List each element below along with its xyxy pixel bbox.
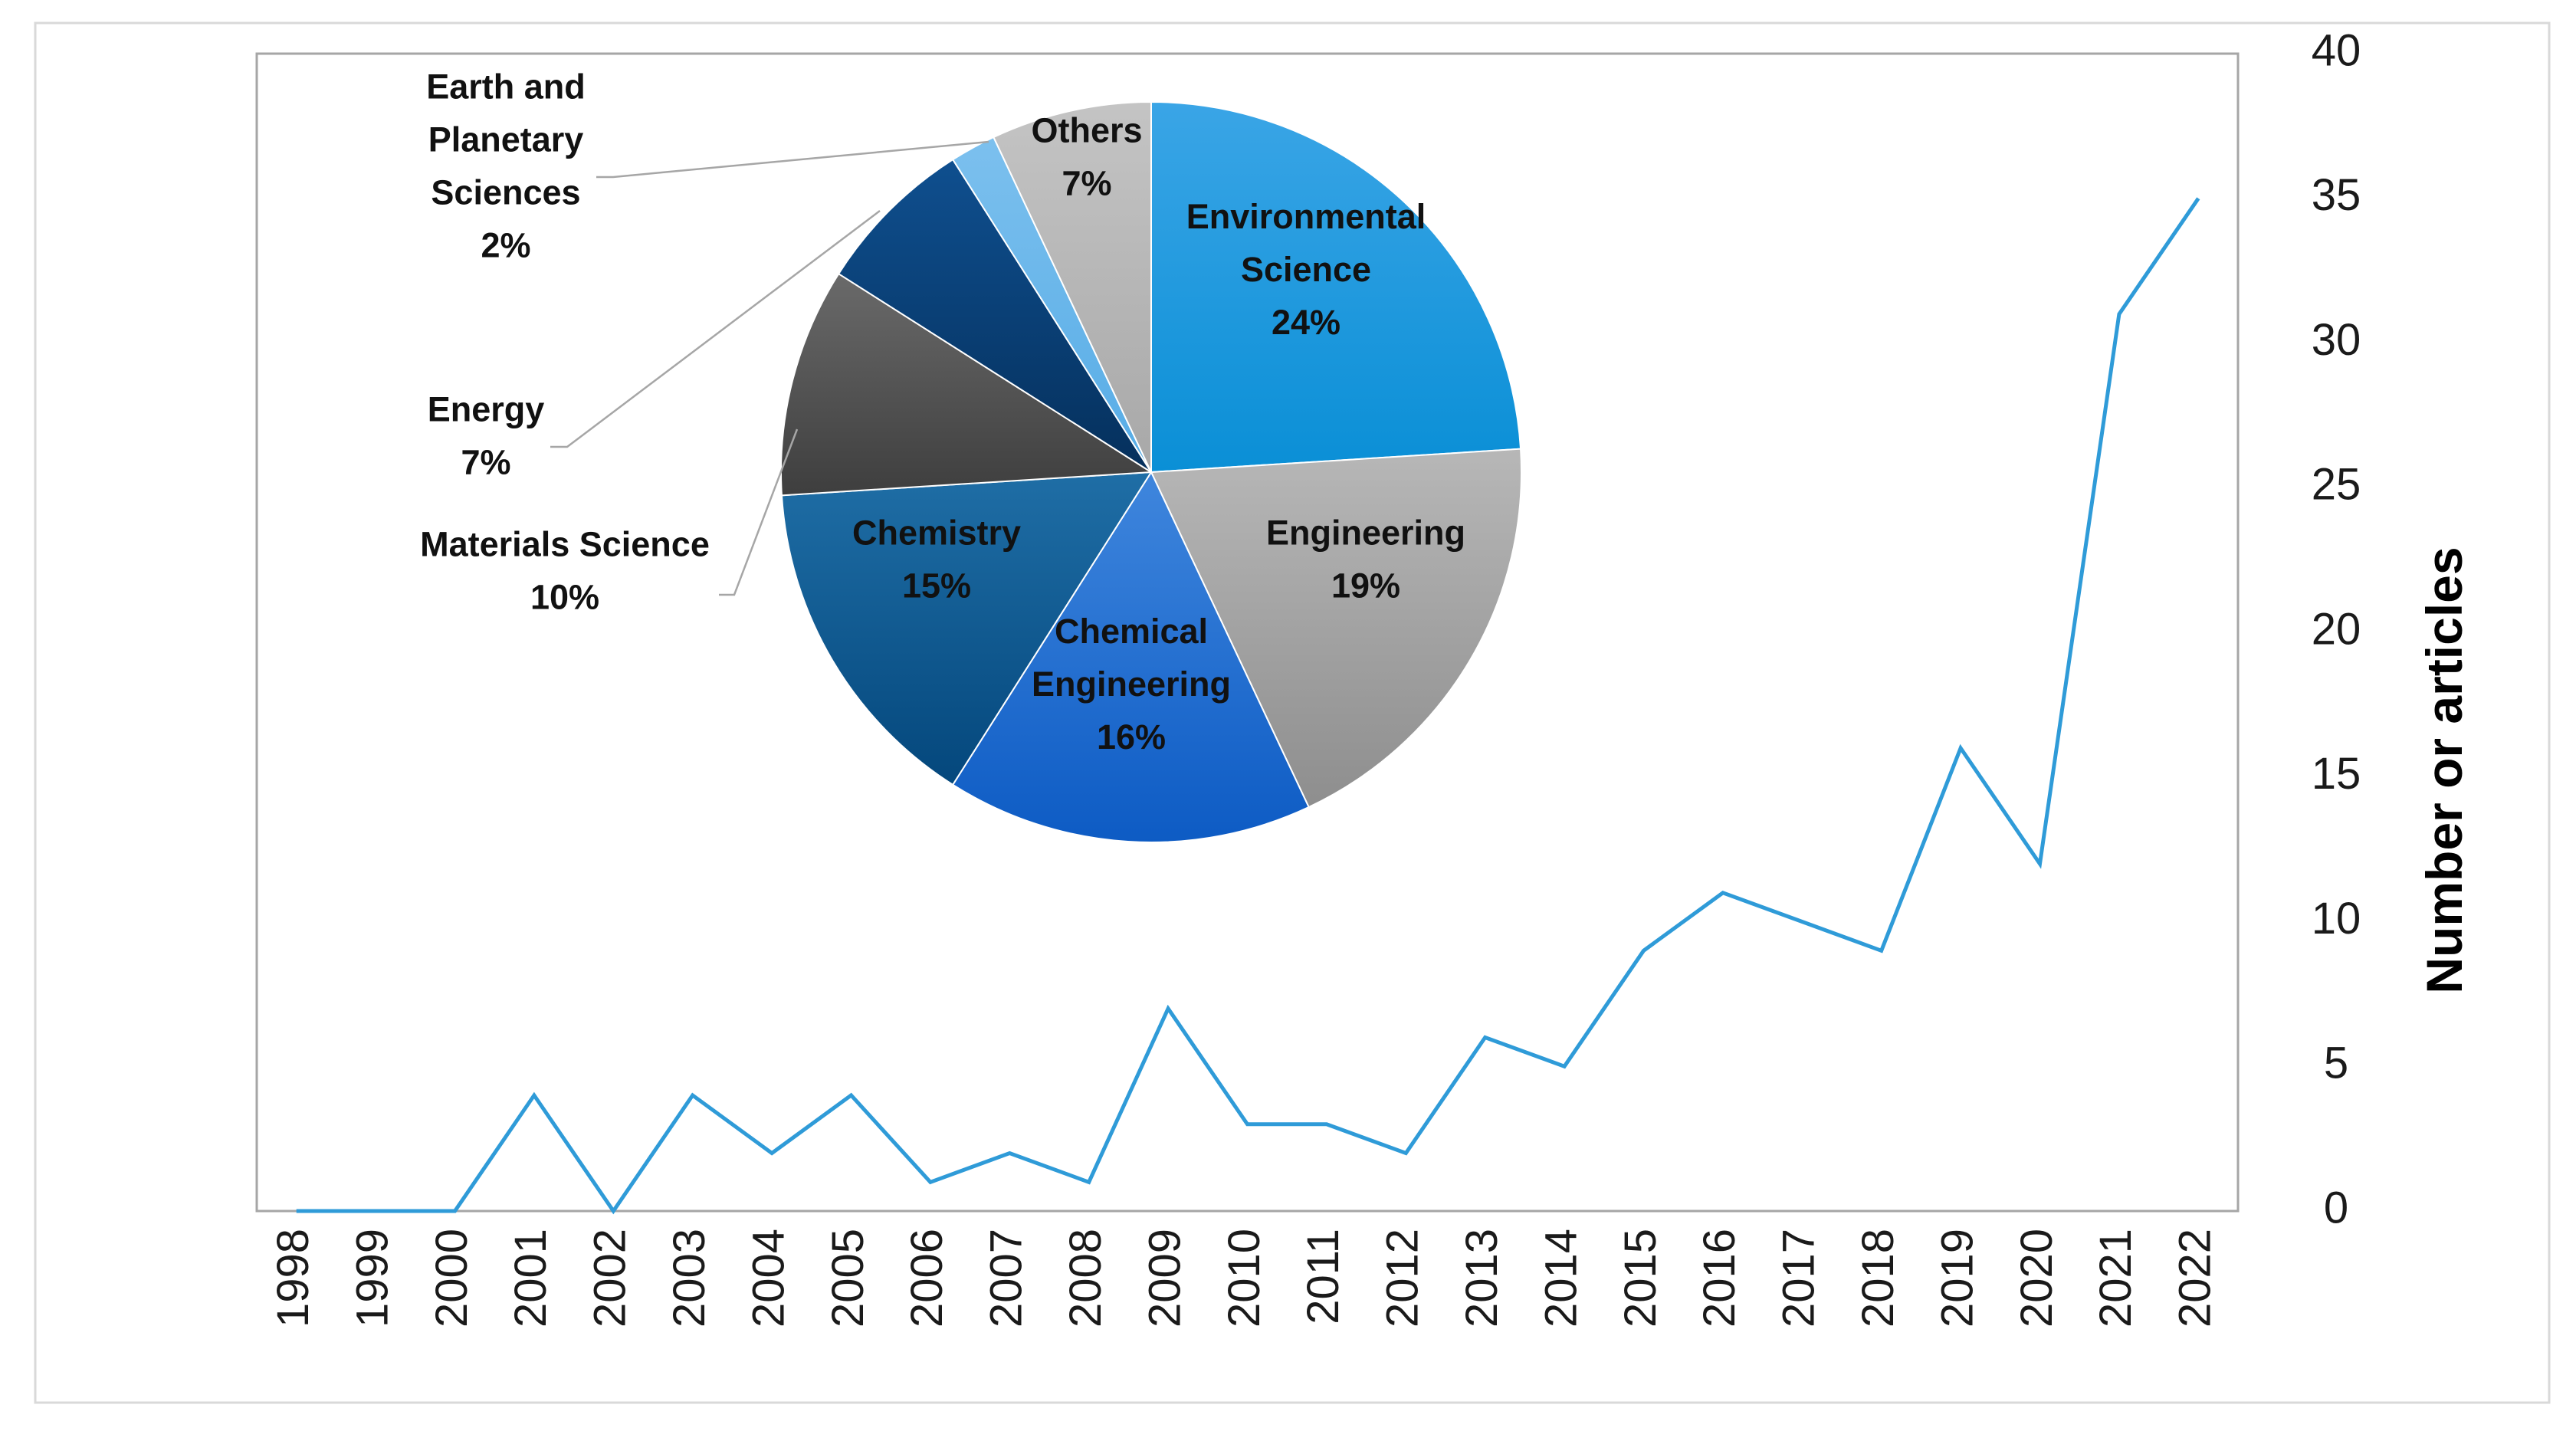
x-axis-tick-labels: 1998 1999 2000 2001 2002 2003 2004 2005 2006 2007… [268, 1229, 2220, 1328]
pie-slice [780, 272, 1154, 497]
plot-area-border [255, 52, 2240, 1213]
pie-chart: Environmental Science 24% Engineering 19% Che… [420, 67, 1522, 843]
pie-slice-label: Chemistry 15% [852, 513, 1021, 605]
y-tick-label: 5 [2324, 1039, 2348, 1088]
x-tick-label: 1999 [347, 1229, 397, 1328]
x-tick-label: 2020 [2012, 1229, 2062, 1328]
pie-slice [837, 158, 1152, 473]
pie-slice [993, 100, 1152, 473]
pie-slice-label: Engineering 19% [1266, 513, 1465, 605]
pie-slice-label: Chemical Engineering 16% [1032, 612, 1231, 757]
x-tick-label: 2010 [1219, 1229, 1269, 1328]
x-tick-label: 2008 [1061, 1229, 1111, 1328]
line-chart [296, 197, 2200, 1215]
y-tick-label: 15 [2312, 749, 2361, 799]
pie-slice-label: Environmental Science 24% [1186, 197, 1426, 342]
x-tick-label: 2007 [982, 1229, 1032, 1328]
x-tick-label: 2009 [1140, 1229, 1190, 1328]
y-axis-label: Number or articles [2416, 546, 2473, 993]
y-tick-label: 40 [2312, 25, 2361, 75]
x-tick-label: 2021 [2091, 1229, 2141, 1328]
x-tick-label: 2019 [1932, 1229, 1982, 1328]
x-tick-label: 2001 [506, 1229, 556, 1328]
y-tick-label: 25 [2312, 460, 2361, 510]
pie-slice-label: Energy 7% [428, 389, 545, 481]
x-tick-label: 2018 [1853, 1229, 1903, 1328]
x-tick-label: 2011 [1298, 1229, 1348, 1324]
y-tick-label: 20 [2312, 604, 2361, 654]
y-tick-label: 30 [2312, 315, 2361, 365]
pie-slice-label: Others 7% [1031, 110, 1142, 202]
x-tick-label: 2022 [2171, 1229, 2220, 1328]
y-tick-label: 0 [2324, 1183, 2348, 1232]
x-tick-label: 2005 [823, 1229, 873, 1328]
x-tick-label: 2002 [586, 1229, 635, 1328]
pie-slice [1150, 448, 1522, 809]
x-tick-label: 1998 [268, 1229, 318, 1328]
x-tick-label: 2012 [1378, 1229, 1428, 1328]
leader-line [550, 210, 881, 448]
y-tick-label: 35 [2312, 170, 2361, 220]
pie-slice-label: Earth and Planetary Sciences 2% [426, 67, 586, 264]
x-tick-label: 2016 [1695, 1229, 1744, 1328]
y-tick-label: 10 [2312, 894, 2361, 944]
x-tick-label: 2017 [1774, 1229, 1824, 1328]
x-tick-label: 2006 [902, 1229, 952, 1328]
pie-slice [951, 470, 1310, 843]
leader-line [596, 140, 989, 179]
x-tick-label: 2003 [665, 1229, 714, 1328]
x-tick-label: 2014 [1536, 1229, 1586, 1328]
x-tick-label: 2015 [1616, 1229, 1665, 1328]
y-axis-tick-labels: 0 5 10 15 20 25 30 35 40 [2312, 25, 2361, 1232]
pie-slice-label: Materials Science 10% [420, 524, 710, 616]
x-tick-label: 2013 [1457, 1229, 1507, 1328]
x-tick-label: 2004 [743, 1229, 793, 1328]
pie-slice [780, 471, 1153, 786]
pie-slice [1150, 100, 1522, 474]
x-tick-label: 2000 [427, 1229, 477, 1328]
leader-line [719, 428, 799, 596]
